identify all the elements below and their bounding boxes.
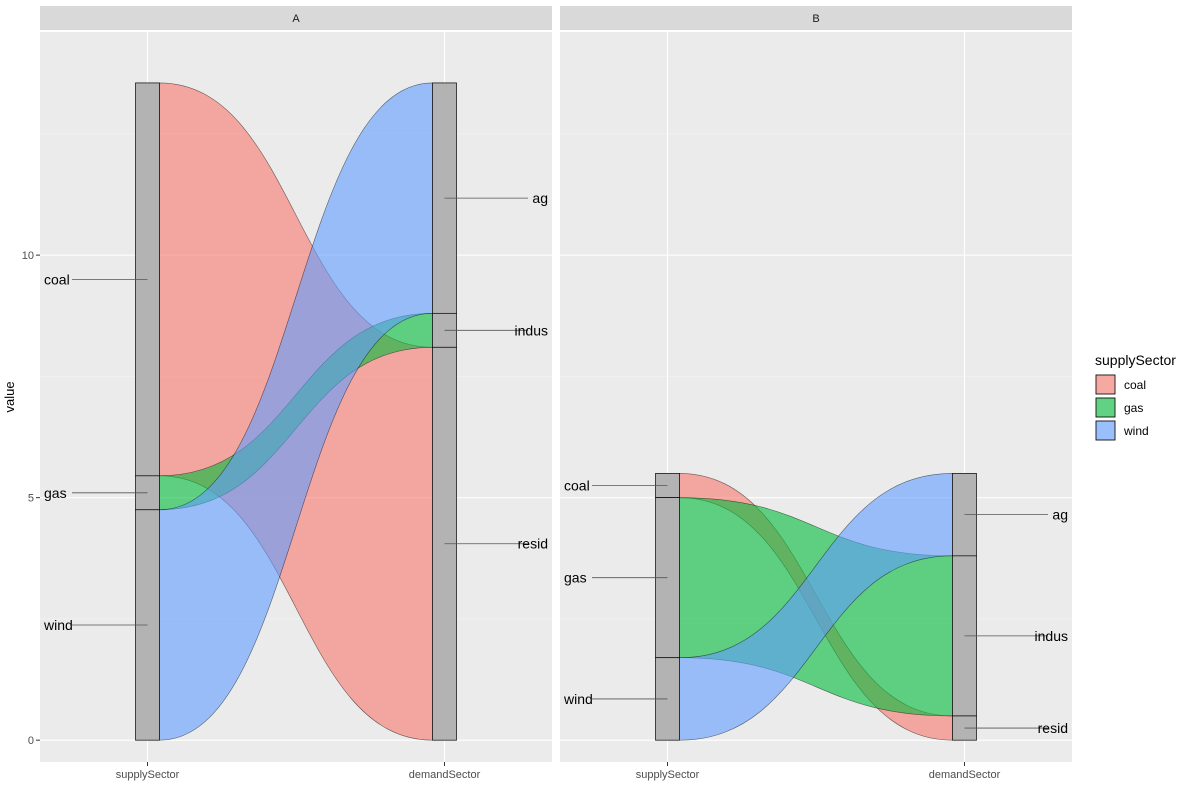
y-axis-title: value bbox=[2, 381, 17, 412]
legend-key-coal bbox=[1095, 374, 1116, 395]
stratum-label-resid: resid bbox=[518, 536, 548, 552]
x-tick-label: demandSector bbox=[929, 769, 1001, 781]
stratum-label-wind: wind bbox=[43, 617, 73, 633]
facet-strip-label: B bbox=[812, 13, 819, 25]
facet-strip bbox=[560, 6, 1072, 30]
x-tick-label: supplySector bbox=[116, 769, 180, 781]
x-tick-label: supplySector bbox=[636, 769, 700, 781]
stratum-label-ag: ag bbox=[1052, 507, 1068, 523]
legend-key-wind bbox=[1095, 420, 1116, 441]
legend: supplySector coal gas wind bbox=[1095, 352, 1176, 441]
facet-strip bbox=[40, 6, 552, 30]
legend-title: supplySector bbox=[1095, 352, 1176, 368]
y-tick-label: 5 bbox=[28, 493, 34, 505]
legend-key-gas bbox=[1095, 397, 1116, 418]
stratum-label-indus: indus bbox=[515, 322, 548, 338]
stratum-label-gas: gas bbox=[44, 485, 67, 501]
facet-strip-label: A bbox=[292, 13, 300, 25]
stratum-label-gas: gas bbox=[564, 570, 587, 586]
y-tick-label: 10 bbox=[22, 250, 34, 262]
stratum-label-resid: resid bbox=[1038, 720, 1068, 736]
legend-label-gas: gas bbox=[1124, 401, 1143, 415]
stratum-label-wind: wind bbox=[563, 691, 593, 707]
stratum-label-indus: indus bbox=[1035, 628, 1068, 644]
y-tick-label: 0 bbox=[28, 735, 34, 747]
stratum-label-coal: coal bbox=[44, 271, 70, 287]
legend-label-wind: wind bbox=[1123, 424, 1149, 438]
legend-label-coal: coal bbox=[1124, 378, 1146, 392]
stratum-label-ag: ag bbox=[532, 190, 548, 206]
stratum-label-coal: coal bbox=[564, 478, 590, 494]
x-tick-label: demandSector bbox=[409, 769, 481, 781]
